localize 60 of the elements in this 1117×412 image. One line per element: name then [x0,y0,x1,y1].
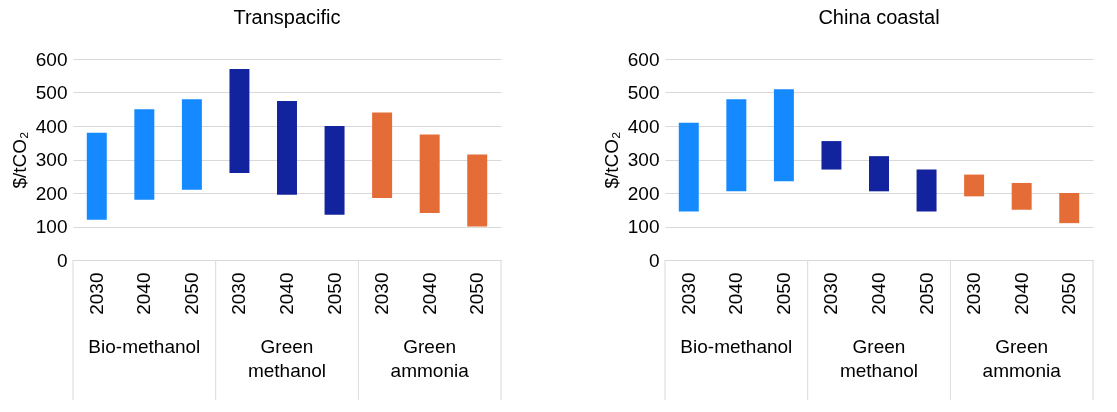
x-tick-label: 2050 [1058,272,1080,315]
y-tick-label: 500 [627,82,660,103]
bar [773,89,794,182]
bar [869,156,889,192]
y-tick-label: 400 [627,115,660,137]
y-tick-label: 200 [627,182,660,204]
bar [1059,193,1080,224]
x-tick-label: 2040 [725,272,747,315]
x-tick-label: 2030 [371,272,393,315]
y-tick-label: 100 [35,216,68,237]
bar [726,99,747,192]
y-tick-label: 400 [35,115,68,137]
bar [134,109,155,200]
x-tick-label: 2030 [228,272,250,315]
y-tick-label: 0 [648,249,660,271]
y-tick-label: 500 [35,82,68,103]
x-tick-label: 2030 [820,272,842,315]
x-tick-label: 2040 [276,272,297,315]
text: Bio-methanol [88,336,201,357]
x-tick-label: 2050 [323,272,345,315]
x-tick-label: 2030 [85,272,107,315]
y-tick-label: 200 [35,182,68,204]
y-tick-label: 600 [35,48,68,70]
bar [181,99,202,190]
bar [419,134,440,214]
text: Green methanol [247,336,327,381]
y-tick-label: 600 [627,48,660,70]
y-tick-label: 300 [35,149,68,170]
text: Green ammonia [390,336,470,381]
y-tick-label: 300 [627,149,660,170]
x-tick-label: 2050 [180,272,202,315]
text: Green ammonia [982,336,1062,381]
chart-title: China coastal [818,6,940,28]
x-tick-label: 2040 [868,272,889,315]
text: Green methanol [839,336,919,381]
chart-title: Transpacific [233,6,341,28]
y-axis-title: $/tCO₂ [8,131,30,189]
x-tick-label: 2030 [963,272,985,315]
bar [372,112,393,199]
bar [1011,182,1032,210]
bar [467,154,488,227]
y-tick-label: 0 [56,249,68,271]
x-tick-label: 2040 [418,272,440,315]
bar [964,174,985,197]
x-tick-label: 2050 [915,272,937,315]
bar [229,69,250,173]
x-tick-label: 2040 [1010,272,1032,315]
bar [86,132,107,220]
bar [277,100,297,195]
bar [678,122,699,212]
y-tick-label: 100 [627,216,660,237]
x-tick-label: 2050 [466,272,488,315]
x-tick-label: 2040 [133,272,155,315]
bar [324,126,345,215]
bar [821,141,842,170]
x-tick-label: 2030 [677,272,699,315]
x-tick-label: 2050 [772,272,794,315]
bar [916,169,937,212]
text: Bio-methanol [680,336,793,357]
y-axis-title: $/tCO₂ [600,131,622,189]
